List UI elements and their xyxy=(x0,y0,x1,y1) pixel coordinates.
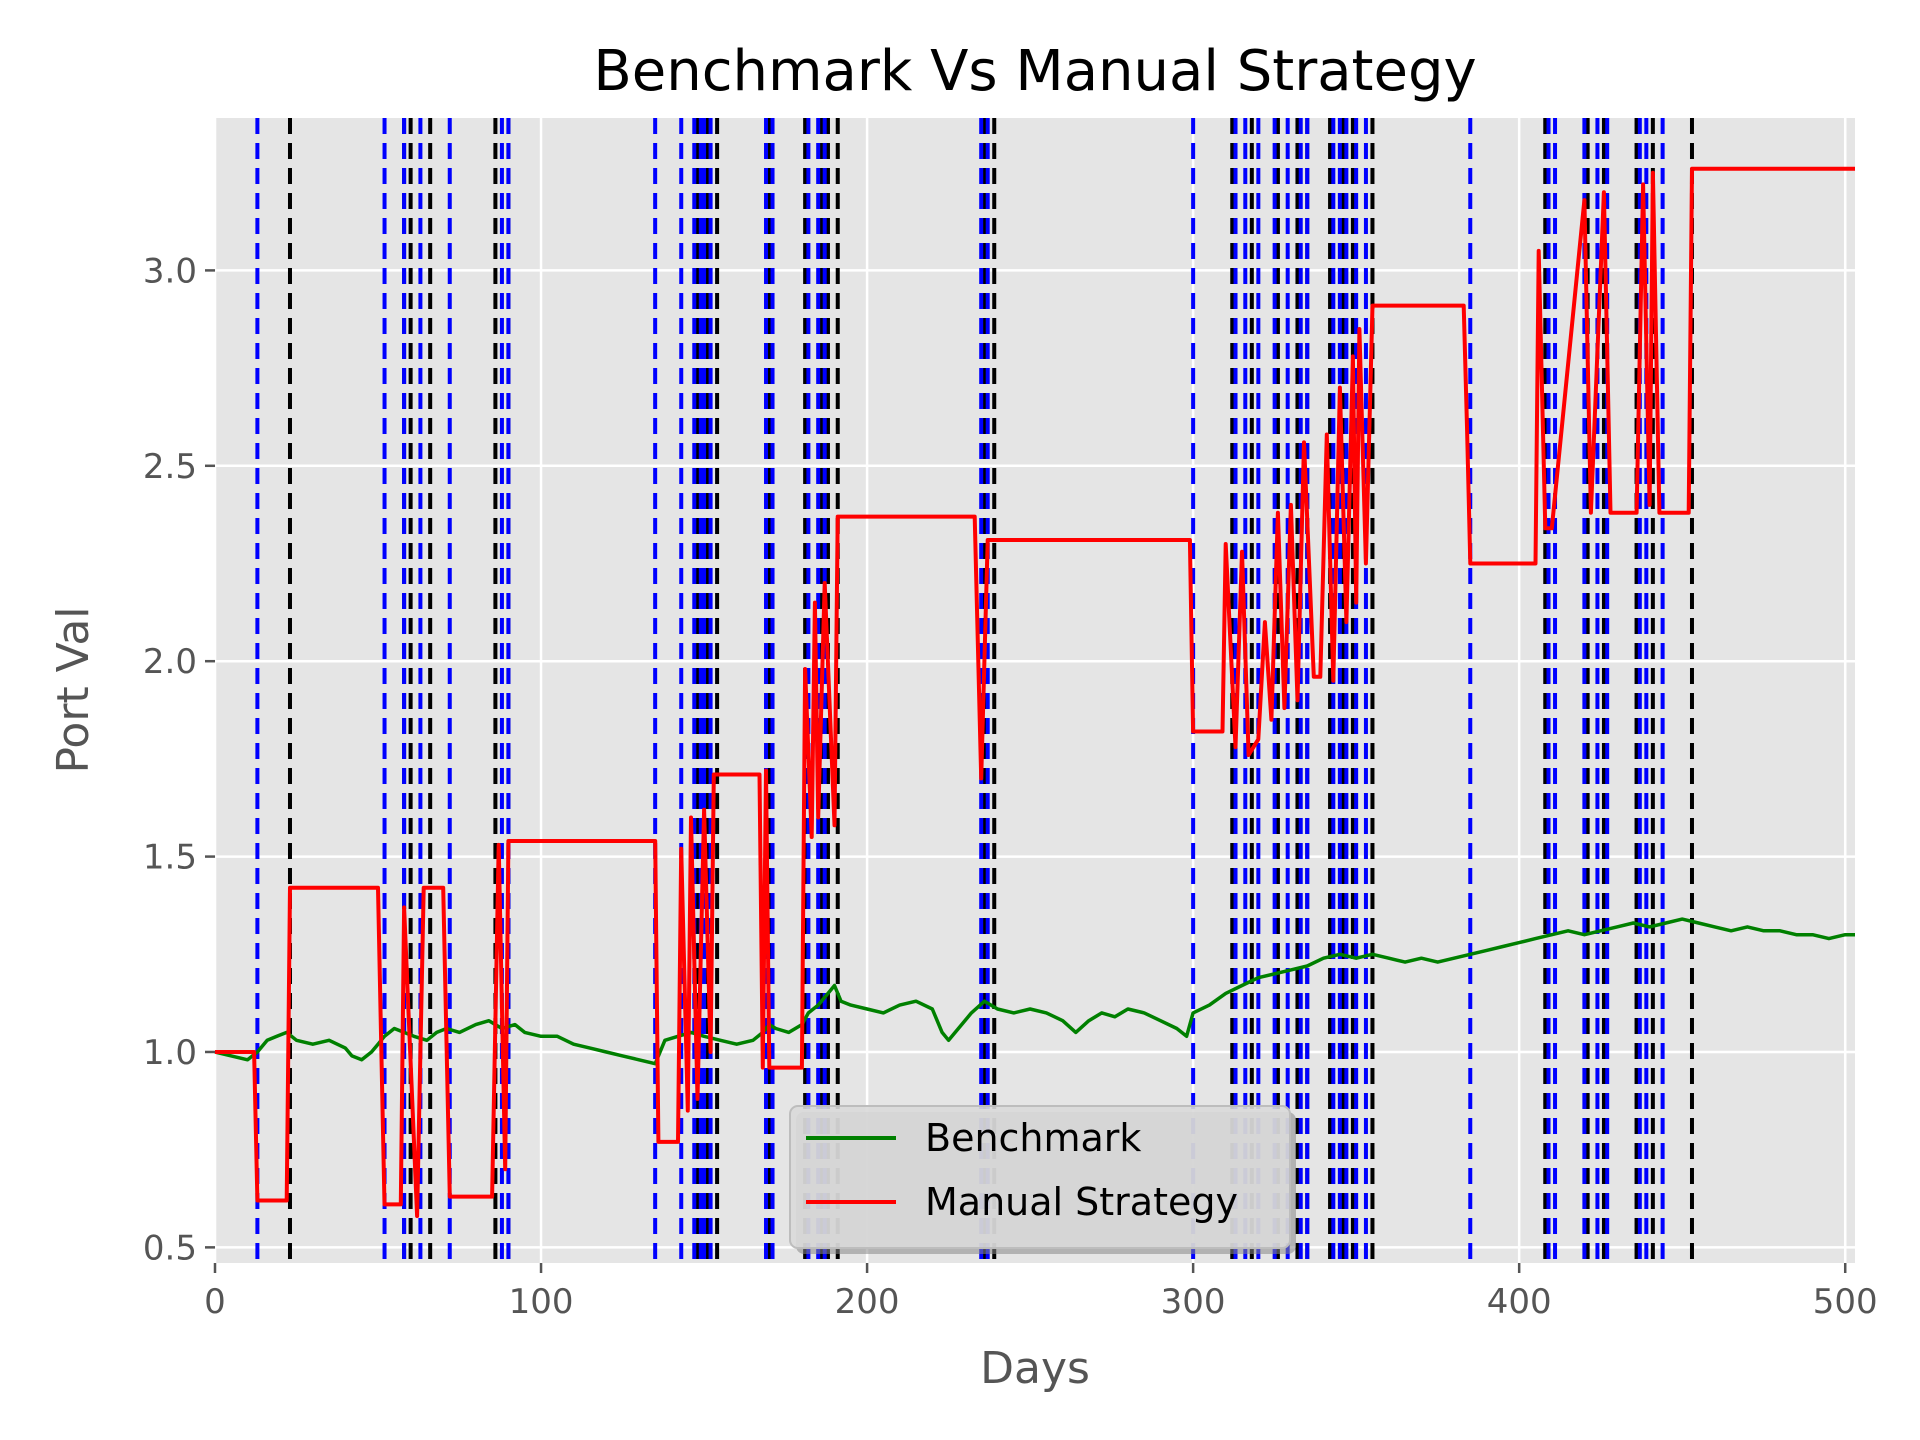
y-tick-label: 1.0 xyxy=(143,1033,197,1073)
y-tick-label: 1.5 xyxy=(143,838,197,878)
signal-lines xyxy=(255,118,1694,1263)
y-axis-label: Port Val xyxy=(48,606,99,773)
legend-label-manual-strategy: Manual Strategy xyxy=(925,1180,1238,1224)
plot-area xyxy=(215,118,1855,1263)
axis-ticks: 0 100 200 300 400 500 0.5 1.0 1.5 2.0 2.5 3.0 xyxy=(143,251,1878,1322)
legend: Benchmark Manual Strategy xyxy=(789,1105,1296,1254)
x-axis-label: Days xyxy=(980,1343,1090,1394)
y-tick-label: 0.5 xyxy=(143,1228,197,1268)
chart-title: Benchmark Vs Manual Strategy xyxy=(593,39,1476,104)
x-tick-label: 0 xyxy=(204,1282,226,1322)
x-tick-label: 300 xyxy=(1161,1282,1226,1322)
x-tick-label: 500 xyxy=(1813,1282,1878,1322)
x-tick-label: 200 xyxy=(835,1282,900,1322)
y-tick-label: 3.0 xyxy=(143,251,197,291)
legend-box xyxy=(789,1105,1291,1249)
series-line-manual-strategy xyxy=(215,166,1855,1219)
y-tick-label: 2.5 xyxy=(143,447,197,487)
grid xyxy=(213,118,1855,1263)
series-line-benchmark xyxy=(214,917,1855,1066)
legend-label-benchmark: Benchmark xyxy=(925,1116,1141,1160)
series-lines xyxy=(214,166,1855,1219)
x-tick-label: 100 xyxy=(509,1282,574,1322)
x-tick-label: 400 xyxy=(1487,1282,1552,1322)
y-tick-label: 2.0 xyxy=(143,642,197,682)
